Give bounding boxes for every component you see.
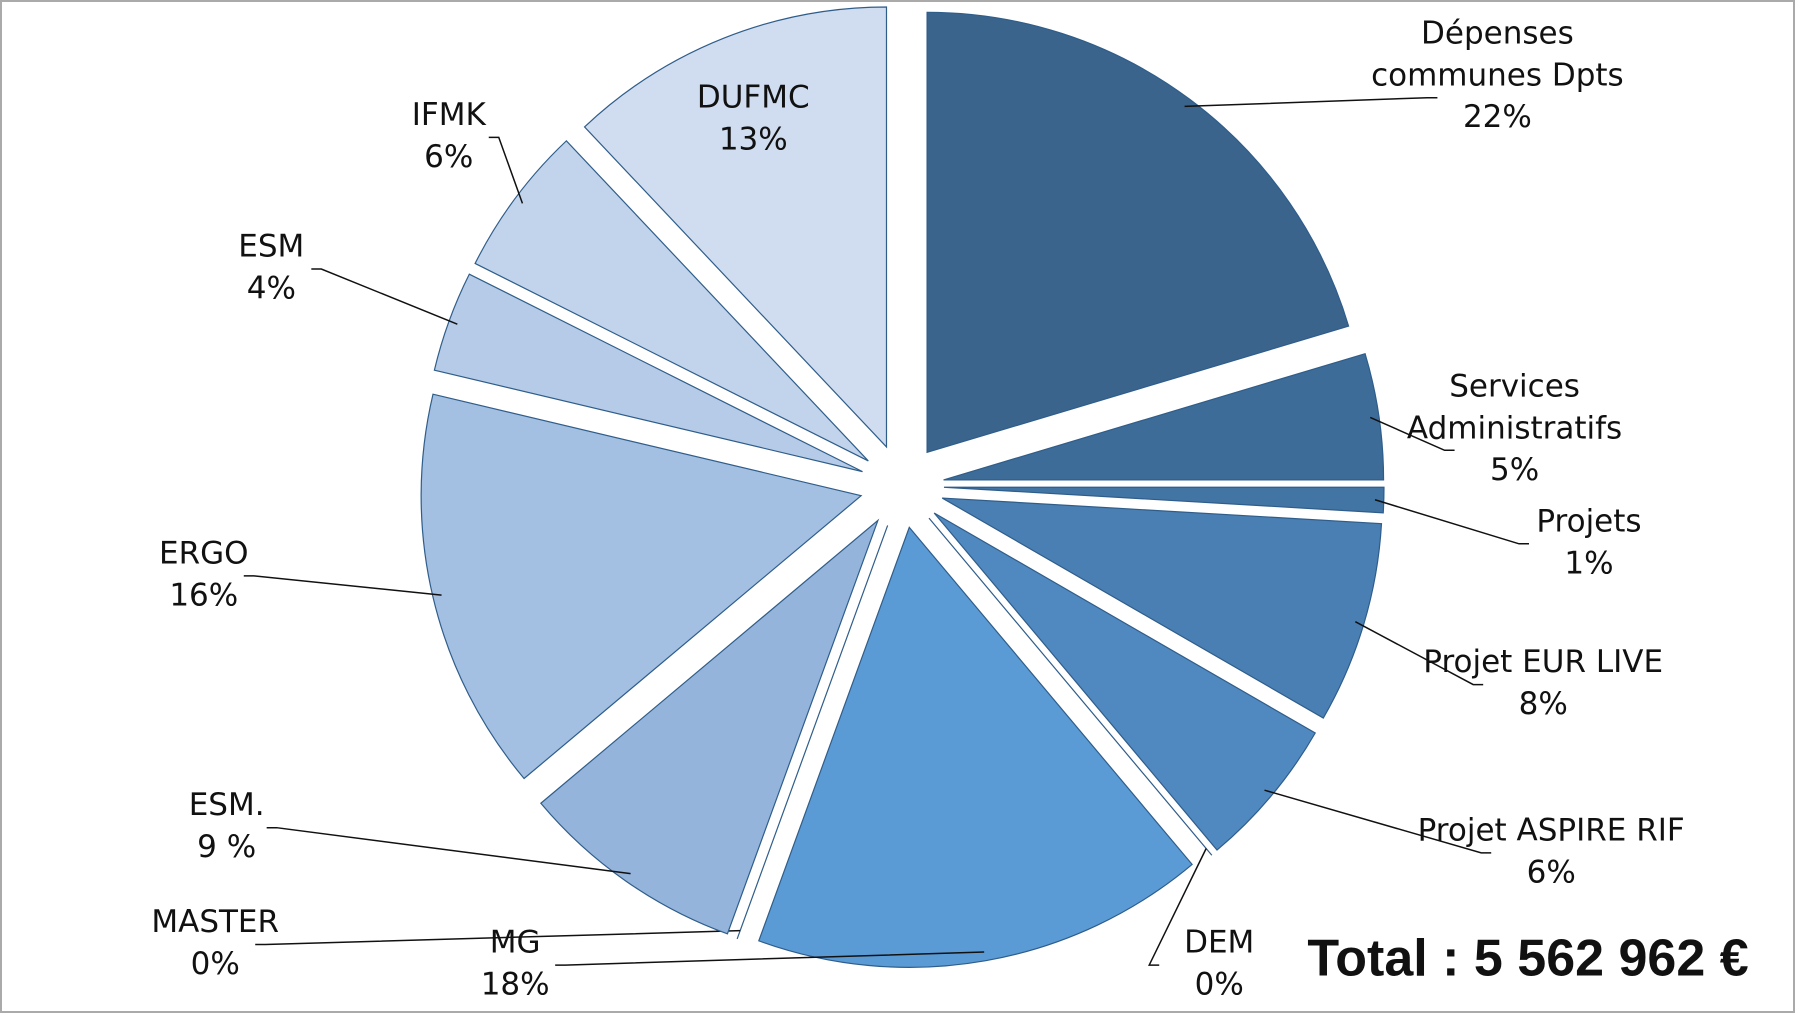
slice-value-label: 8% [1519, 686, 1568, 722]
total-annotation: Total : 5 562 962 € [1307, 930, 1748, 988]
slice-value-label: 6% [424, 139, 473, 175]
label-line: Dépenses [1421, 15, 1574, 51]
slice-label: IFMK [412, 97, 487, 133]
leader-line [243, 575, 442, 596]
pie-slice [943, 352, 1385, 481]
leader-line [1264, 789, 1492, 854]
slice-value-label: 22% [1463, 99, 1532, 135]
label-line: Services [1449, 368, 1580, 404]
slice-label: ESM. [189, 787, 265, 823]
leader-line [311, 268, 458, 325]
slice-value-label: 1% [1564, 545, 1613, 581]
slice-value-label: 13% [719, 122, 788, 158]
leader-line [1184, 96, 1438, 108]
pie-slice [941, 497, 1383, 719]
slice-label: MASTER [151, 904, 279, 940]
slice-value-label: 0% [1195, 967, 1244, 1003]
slice-value-label: 6% [1527, 854, 1576, 890]
leader-line [255, 929, 741, 946]
pie-slice [926, 11, 1350, 454]
pie-slice [928, 517, 1213, 856]
slice-value-label: 18% [481, 967, 550, 1003]
pie-slice [540, 518, 880, 935]
slice-label: DUFMC [697, 80, 810, 116]
slice-label: DEM [1184, 925, 1254, 961]
leader-line [1374, 499, 1529, 545]
pie-slice [474, 140, 869, 462]
leader-line [1369, 416, 1455, 452]
slice-label: Projets [1536, 503, 1641, 539]
slice-value-label: 4% [247, 271, 296, 307]
leader-line [1148, 848, 1207, 966]
pie-slice [943, 486, 1385, 514]
slice-value-label: 16% [169, 577, 238, 613]
pie-slice [758, 526, 1193, 968]
pie-slice [420, 393, 863, 780]
pie-slice [933, 512, 1317, 851]
slice-value-label: 0% [191, 946, 240, 982]
slice-label: Projet ASPIRE RIF [1418, 812, 1685, 848]
slice-label: ESM [238, 229, 304, 265]
leader-line [555, 951, 985, 966]
slice-label: Projet EUR LIVE [1423, 644, 1663, 680]
leader-line [1354, 621, 1484, 686]
leader-line [266, 826, 631, 875]
label-line: Administratifs [1407, 410, 1622, 446]
slice-value-label: 5% [1490, 452, 1539, 488]
slice-label: Services Administratifs [1407, 368, 1622, 446]
pie-slice [583, 6, 888, 449]
slice-label: MG [490, 925, 541, 961]
slice-value-label: 9 % [197, 829, 256, 865]
label-line: communes Dpts [1371, 57, 1624, 93]
leader-line [488, 136, 524, 204]
slice-label: ERGO [159, 535, 249, 571]
slice-label: Dépenses communes Dpts [1371, 15, 1624, 93]
